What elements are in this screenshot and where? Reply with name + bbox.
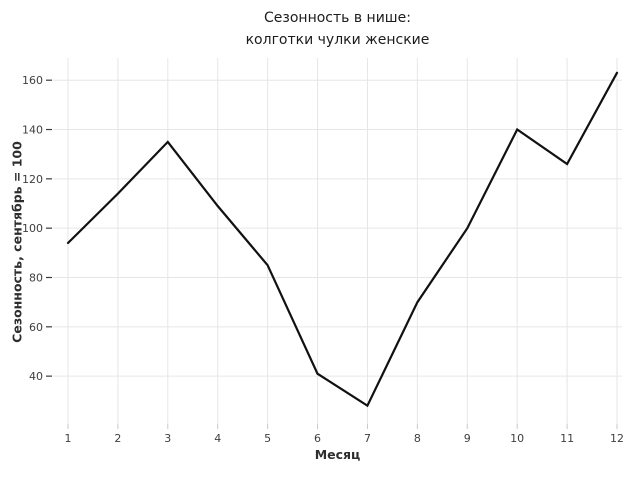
x-tick-label: 11 [560, 432, 574, 445]
y-tick-label: 160 [22, 74, 43, 87]
x-tick-label: 6 [314, 432, 321, 445]
x-tick-label: 10 [510, 432, 524, 445]
y-tick-label: 100 [22, 222, 43, 235]
y-tick-label: 80 [29, 271, 43, 284]
x-tick-label: 3 [164, 432, 171, 445]
y-tick-label: 120 [22, 173, 43, 186]
x-tick-label: 1 [64, 432, 71, 445]
x-tick-label: 2 [114, 432, 121, 445]
x-tick-label: 7 [364, 432, 371, 445]
chart-title-line-1: Сезонность в нише: [264, 10, 411, 26]
y-tick-label: 60 [29, 321, 43, 334]
x-tick-label: 4 [214, 432, 221, 445]
y-axis-title: Сезонность, сентябрь = 100 [9, 141, 25, 343]
y-tick-label: 140 [22, 124, 43, 137]
x-axis-title: Месяц [314, 447, 361, 462]
x-tick-label: 8 [414, 432, 421, 445]
y-tick-label: 40 [29, 370, 43, 383]
x-tick-label: 9 [464, 432, 471, 445]
data-line [66, 71, 619, 408]
chart-title: Сезонность в нише: колготки чулки женски… [53, 7, 622, 51]
chart-title-line-2: колготки чулки женские [245, 32, 430, 48]
x-tick-label: 5 [264, 432, 271, 445]
x-tick-label: 12 [610, 432, 624, 445]
